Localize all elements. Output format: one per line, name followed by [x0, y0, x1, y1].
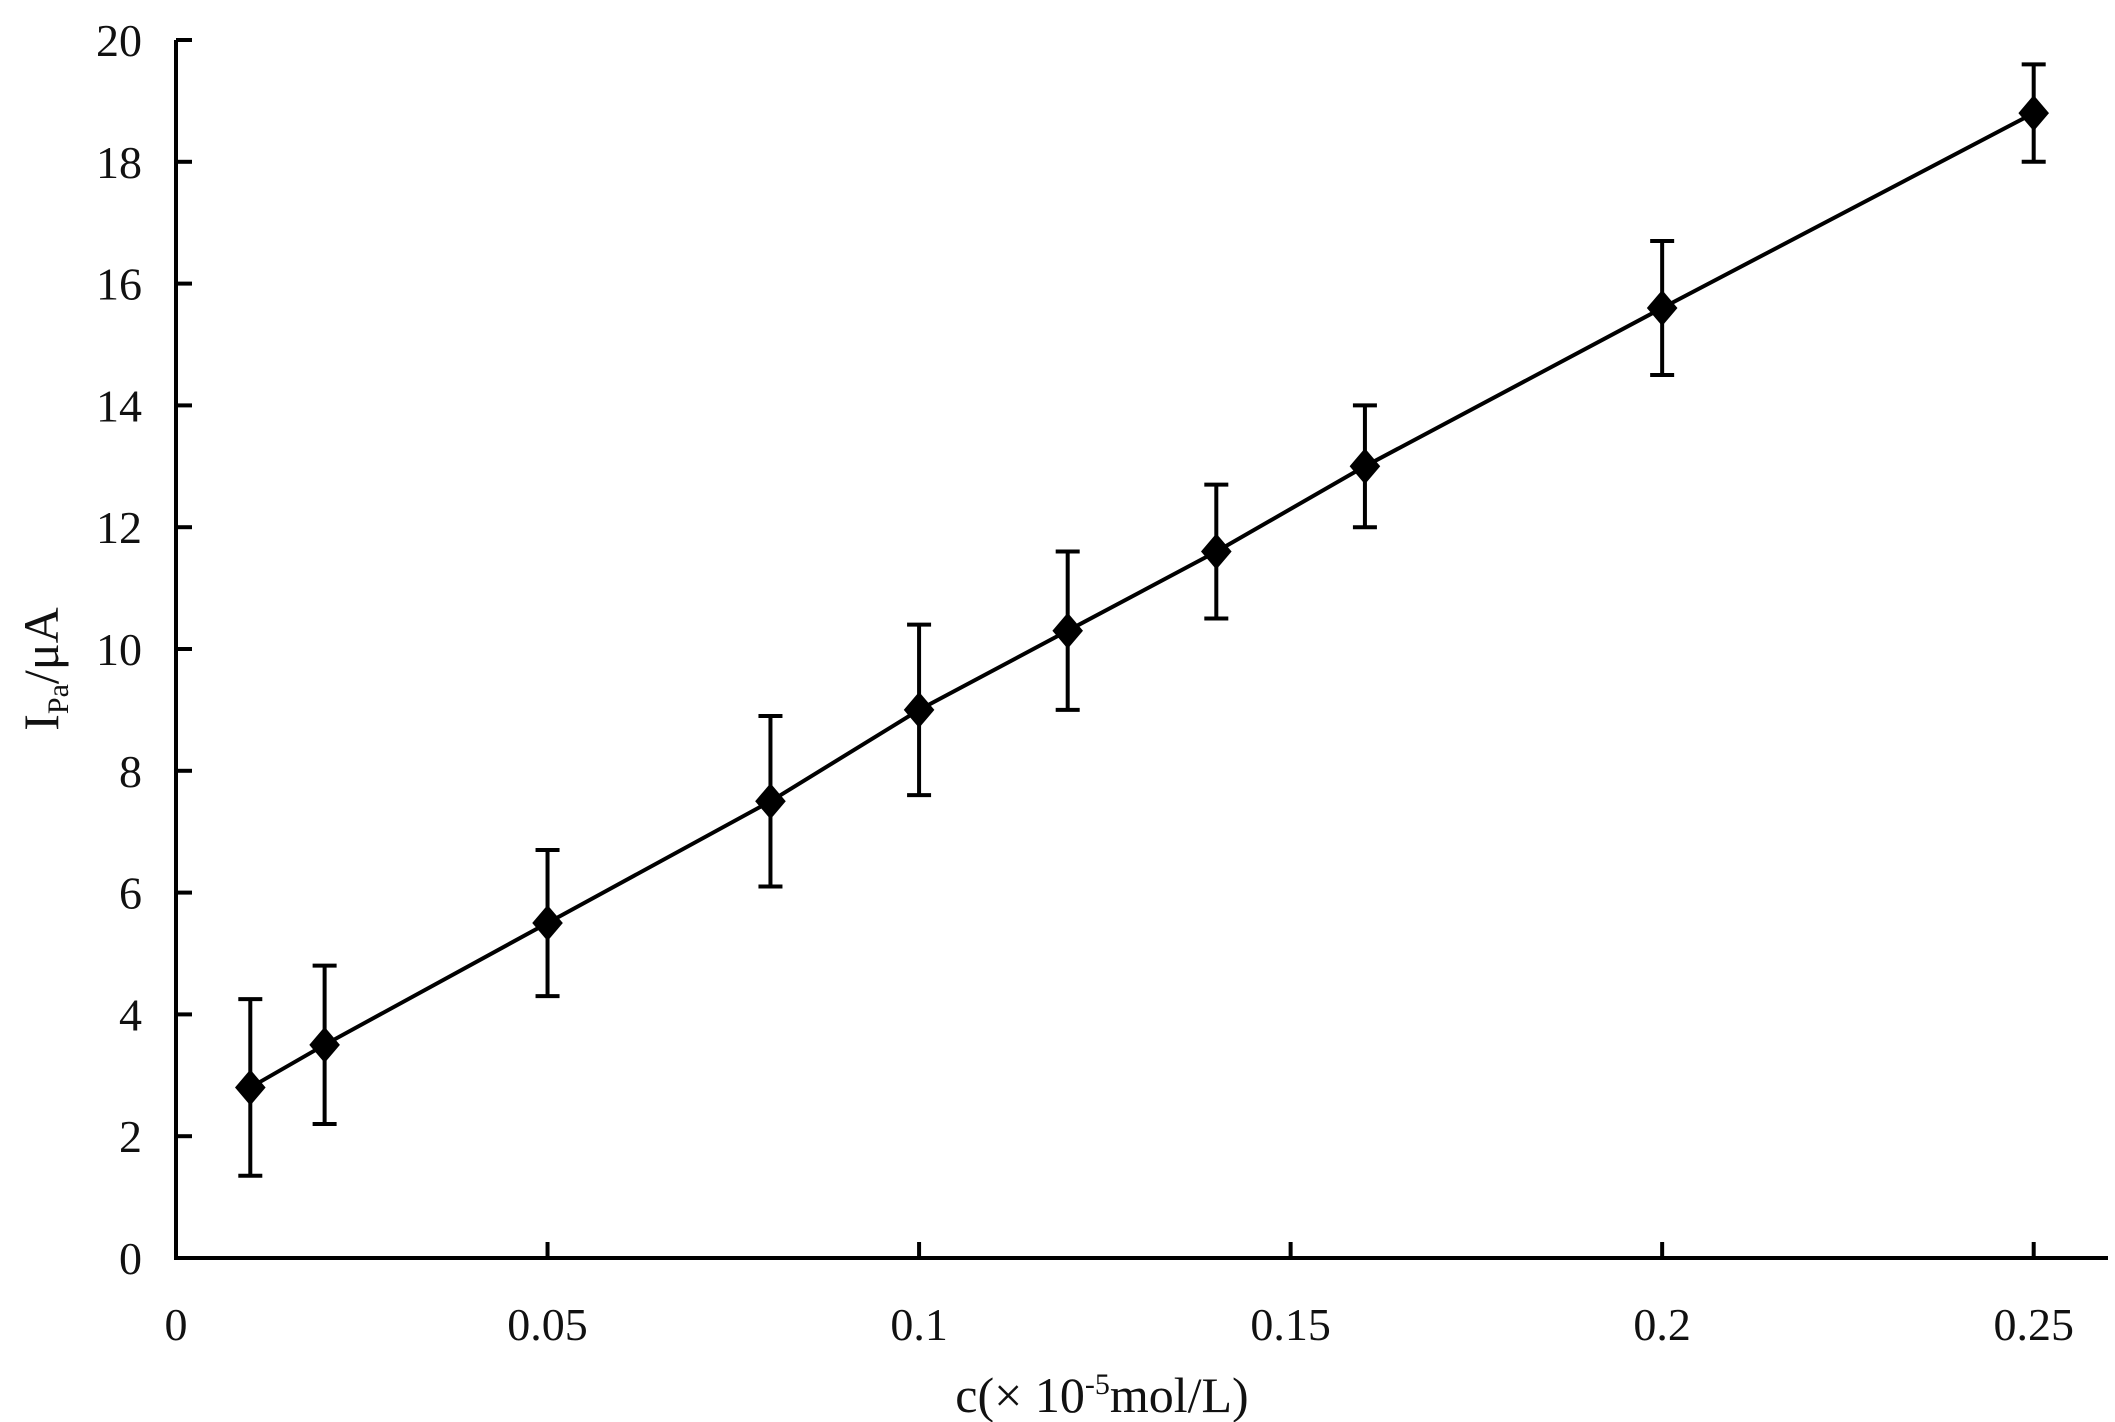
data-point — [1646, 289, 1678, 326]
series-line — [249, 111, 2035, 1090]
y-tick-label: 12 — [96, 502, 142, 553]
data-point — [1349, 448, 1381, 485]
y-axis-ticks: 0 2 4 6 8 10 12 14 16 18 20 — [96, 15, 192, 1284]
x-axis-label-prefix: c( — [955, 1367, 994, 1422]
x-tick-label: 0.05 — [507, 1299, 588, 1350]
x-tick-label: 0.2 — [1633, 1299, 1691, 1350]
y-tick-label: 6 — [119, 868, 142, 919]
y-tick-label: 0 — [119, 1233, 142, 1284]
y-tick-label: 2 — [119, 1111, 142, 1162]
x-tick-label: 0 — [165, 1299, 188, 1350]
y-axis-label-main: I — [13, 714, 69, 731]
x-tick-label: 0.1 — [890, 1299, 948, 1350]
y-tick-label: 10 — [96, 624, 142, 675]
x-tick-label: 0.25 — [1993, 1299, 2074, 1350]
x-axis-ticks: 0 0.05 0.1 0.15 0.2 0.25 — [165, 1242, 2074, 1350]
data-point — [755, 783, 786, 820]
data-point — [903, 691, 935, 728]
data-point — [1052, 612, 1083, 649]
data-point — [309, 1026, 340, 1063]
y-tick-label: 14 — [96, 380, 142, 431]
y-axis-label: IPa/μA — [13, 607, 75, 730]
y-tick-label: 16 — [96, 259, 142, 310]
y-tick-label: 4 — [119, 989, 142, 1040]
y-tick-label: 18 — [96, 137, 142, 188]
y-axis-label-subscript: Pa — [42, 684, 75, 714]
x-axis-label-unit: mol/L) — [1110, 1367, 1249, 1422]
y-axis-label-unit: /μA — [13, 607, 69, 684]
data-point — [2018, 95, 2049, 132]
x-axis-label: c(× 10-5mol/L) — [955, 1367, 1248, 1422]
data-series — [235, 62, 2049, 1178]
data-point — [235, 1069, 266, 1106]
x-axis-label-exponent: -5 — [1085, 1368, 1110, 1401]
axes — [174, 40, 2108, 1260]
x-tick-label: 0.15 — [1250, 1299, 1331, 1350]
x-axis-label-base: 10 — [1022, 1367, 1085, 1422]
data-point — [1201, 533, 1232, 570]
x-axis-label-times: × — [994, 1367, 1022, 1422]
data-point — [532, 905, 563, 942]
y-tick-label: 8 — [119, 746, 142, 797]
y-tick-label: 20 — [96, 15, 142, 66]
